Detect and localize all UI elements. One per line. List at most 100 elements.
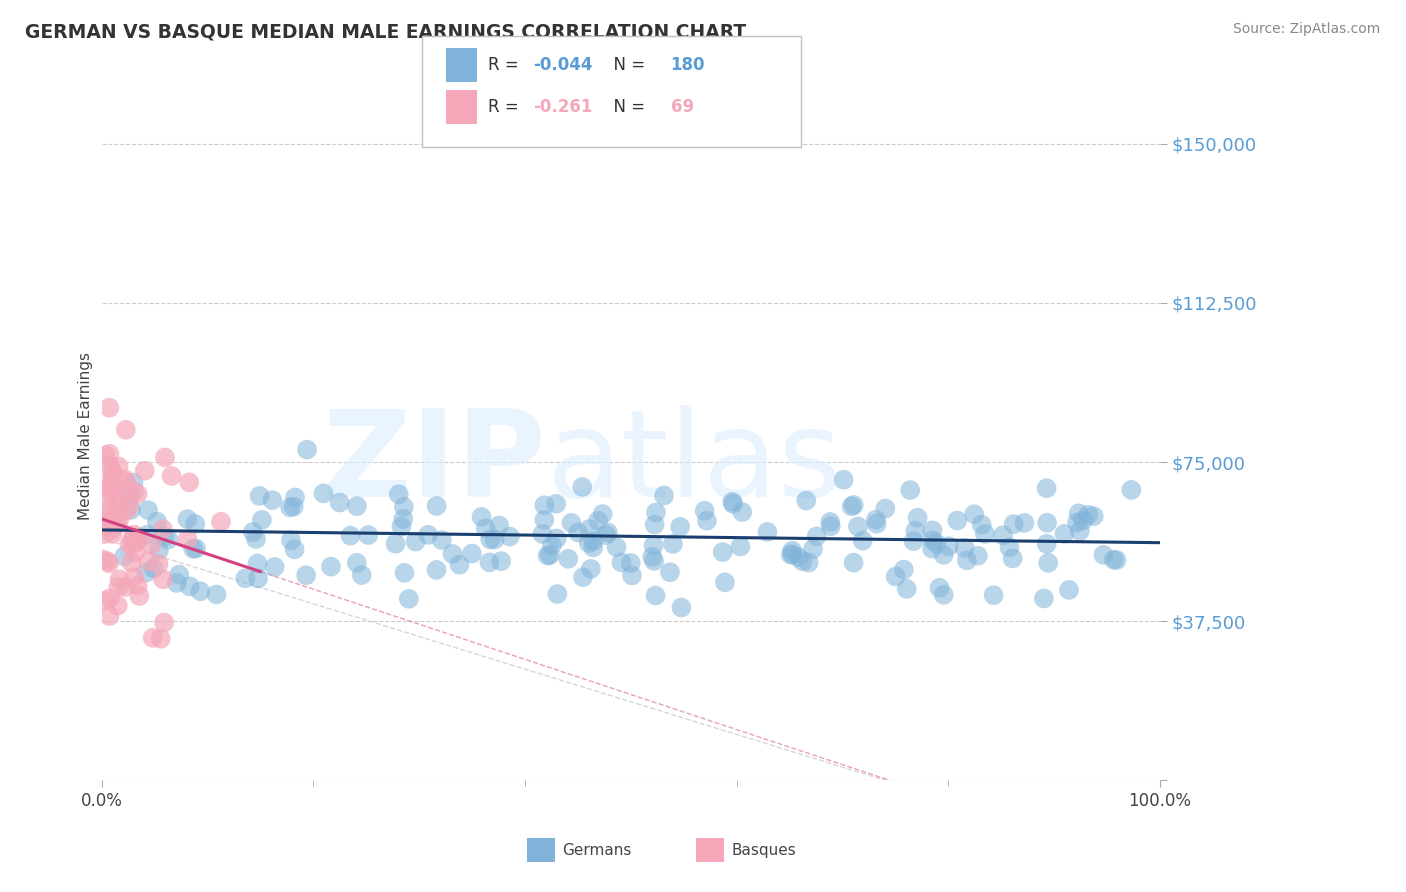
Point <box>124 570 146 584</box>
Text: Germans: Germans <box>562 843 631 857</box>
Point <box>388 487 411 501</box>
Point <box>121 533 143 547</box>
Point <box>141 537 163 551</box>
Point <box>96 518 118 533</box>
Point <box>148 543 170 558</box>
Point <box>669 520 692 534</box>
Point <box>893 563 915 577</box>
Point <box>983 588 1005 602</box>
Point <box>94 448 117 462</box>
Point <box>903 534 925 549</box>
Text: -0.261: -0.261 <box>533 98 592 116</box>
Point <box>644 589 666 603</box>
Point <box>153 530 176 544</box>
Point <box>394 566 416 580</box>
Point <box>963 508 986 522</box>
Text: GERMAN VS BASQUE MEDIAN MALE EARNINGS CORRELATION CHART: GERMAN VS BASQUE MEDIAN MALE EARNINGS CO… <box>25 22 747 41</box>
Point <box>184 541 207 556</box>
Point <box>898 483 921 497</box>
Point <box>98 447 121 461</box>
Point <box>179 475 201 490</box>
Point <box>806 529 828 543</box>
Point <box>533 498 555 512</box>
Point <box>567 525 589 540</box>
Point <box>641 549 664 564</box>
Point <box>579 562 602 576</box>
Point <box>865 516 887 531</box>
Point <box>801 541 824 556</box>
Point <box>115 475 138 490</box>
Point <box>645 505 668 519</box>
Point <box>531 527 554 541</box>
Point <box>1083 509 1105 524</box>
Text: R =: R = <box>488 56 524 74</box>
Text: ZIP: ZIP <box>322 405 546 522</box>
Point <box>925 536 948 550</box>
Point <box>1066 516 1088 530</box>
Point <box>643 539 665 553</box>
Point <box>280 533 302 548</box>
Point <box>278 500 301 515</box>
Point <box>295 442 318 457</box>
Point <box>820 519 842 533</box>
Point <box>721 497 744 511</box>
Point <box>142 631 165 645</box>
Point <box>797 556 820 570</box>
Point <box>94 594 117 608</box>
Point <box>610 556 633 570</box>
Point <box>142 561 165 575</box>
Point <box>1032 591 1054 606</box>
Point <box>98 556 121 570</box>
Text: N =: N = <box>603 56 651 74</box>
Point <box>346 499 368 513</box>
Point <box>392 512 415 526</box>
Point <box>120 503 142 517</box>
Point <box>541 538 564 552</box>
Point <box>659 566 682 580</box>
Point <box>907 510 929 524</box>
Point <box>118 487 141 501</box>
Point <box>391 519 413 533</box>
Point <box>157 533 180 547</box>
Point <box>120 556 142 570</box>
Text: Source: ZipAtlas.com: Source: ZipAtlas.com <box>1233 22 1381 37</box>
Point <box>148 557 170 571</box>
Point <box>998 541 1021 555</box>
Point <box>782 547 804 561</box>
Point <box>114 423 136 437</box>
Point <box>149 632 172 646</box>
Point <box>136 503 159 517</box>
Point <box>124 545 146 559</box>
Point <box>384 537 406 551</box>
Point <box>249 489 271 503</box>
Point <box>1105 553 1128 567</box>
Point <box>91 505 114 519</box>
Point <box>98 591 121 606</box>
Point <box>108 496 131 510</box>
Point <box>98 480 121 494</box>
Point <box>842 556 865 570</box>
Point <box>283 500 305 514</box>
Point <box>416 528 439 542</box>
Point <box>449 558 471 572</box>
Point <box>696 514 718 528</box>
Point <box>582 541 605 555</box>
Point <box>693 504 716 518</box>
Point <box>107 497 129 511</box>
Point <box>127 487 149 501</box>
Point <box>118 538 141 552</box>
Point <box>441 547 464 561</box>
Point <box>235 571 257 585</box>
Point <box>263 560 285 574</box>
Point <box>96 487 118 501</box>
Point <box>578 536 600 550</box>
Point <box>596 525 619 540</box>
Point <box>247 571 270 585</box>
Y-axis label: Median Male Earnings: Median Male Earnings <box>79 351 93 519</box>
Point <box>970 517 993 532</box>
Point <box>118 499 141 513</box>
Point <box>94 520 117 534</box>
Point <box>122 484 145 499</box>
Point <box>546 497 568 511</box>
Point <box>357 528 380 542</box>
